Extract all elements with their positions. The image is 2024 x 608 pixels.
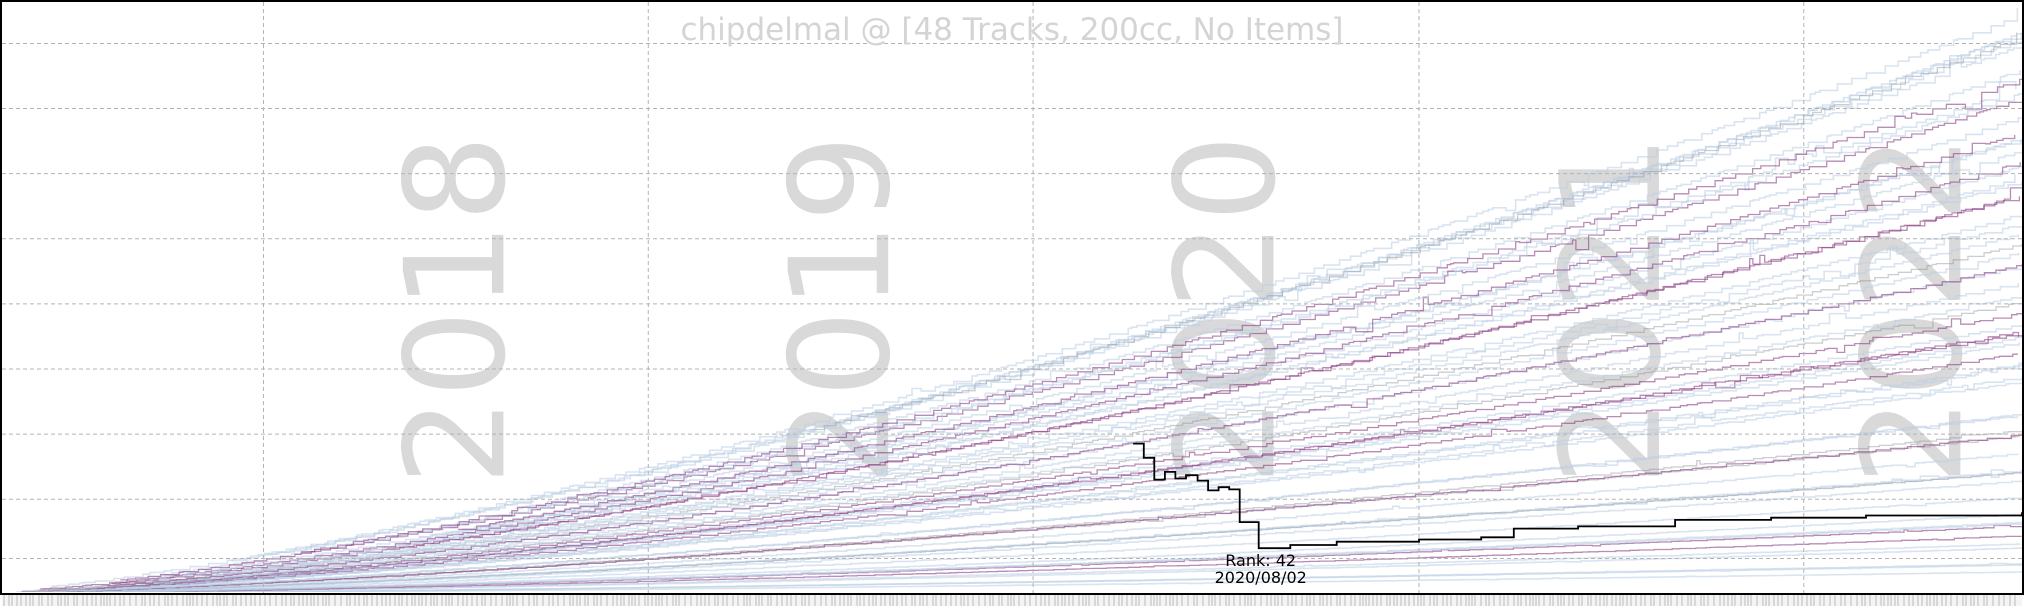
rug-band (2, 594, 2022, 606)
series-line (442, 151, 2022, 536)
chart-title: chipdelmal @ [48 Tracks, 200cc, No Items… (680, 12, 1343, 48)
series-line (294, 174, 2016, 562)
series-line (458, 135, 2016, 531)
series-line (636, 47, 2022, 476)
series-line (100, 535, 2022, 592)
series-line (809, 32, 2018, 431)
series-line (46, 480, 2022, 592)
highlight-series-line (1133, 442, 2022, 550)
series-line (115, 376, 2022, 589)
series-line (57, 513, 2022, 592)
series-line (163, 562, 2022, 592)
grid-lines (2, 2, 2022, 594)
series-line (18, 430, 2022, 592)
series-line (51, 8, 2019, 587)
year-watermarks: 2018 2019 2020 2021 2022 (375, 134, 1993, 485)
series-line (85, 331, 2020, 590)
year-label-2018: 2018 (375, 134, 536, 485)
series-line (262, 226, 2022, 570)
rank-annotation: Rank: 42 (1225, 551, 1296, 570)
series-line (107, 264, 2022, 587)
series-line (136, 181, 2022, 582)
series-line (111, 196, 2021, 585)
series-line (387, 187, 2022, 550)
series-line (338, 252, 2020, 563)
series-line (32, 453, 2019, 592)
series-line (300, 78, 2022, 553)
series-line (183, 215, 2022, 578)
rank-series-lines (16, 8, 2022, 592)
series-line (182, 342, 2020, 584)
series-line (37, 469, 2022, 592)
series-line (53, 364, 2022, 592)
year-label-2019: 2019 (760, 134, 921, 485)
date-rug (2, 594, 2022, 606)
year-label-2020: 2020 (1146, 134, 1307, 485)
series-line (39, 162, 2021, 590)
series-line (46, 497, 2022, 592)
series-line (515, 70, 2021, 510)
plot-frame (0, 0, 2024, 595)
series-line (64, 414, 2022, 592)
series-line (368, 93, 2022, 542)
series-line (65, 434, 2022, 592)
series-line (577, 117, 2022, 505)
series-line (168, 313, 2022, 584)
date-annotation: 2020/08/02 (1215, 568, 1307, 587)
series-line (157, 297, 2022, 584)
series-line (164, 325, 2022, 584)
series-line (116, 283, 2020, 587)
highlight-layer (1133, 442, 2022, 550)
series-line (168, 353, 2018, 585)
